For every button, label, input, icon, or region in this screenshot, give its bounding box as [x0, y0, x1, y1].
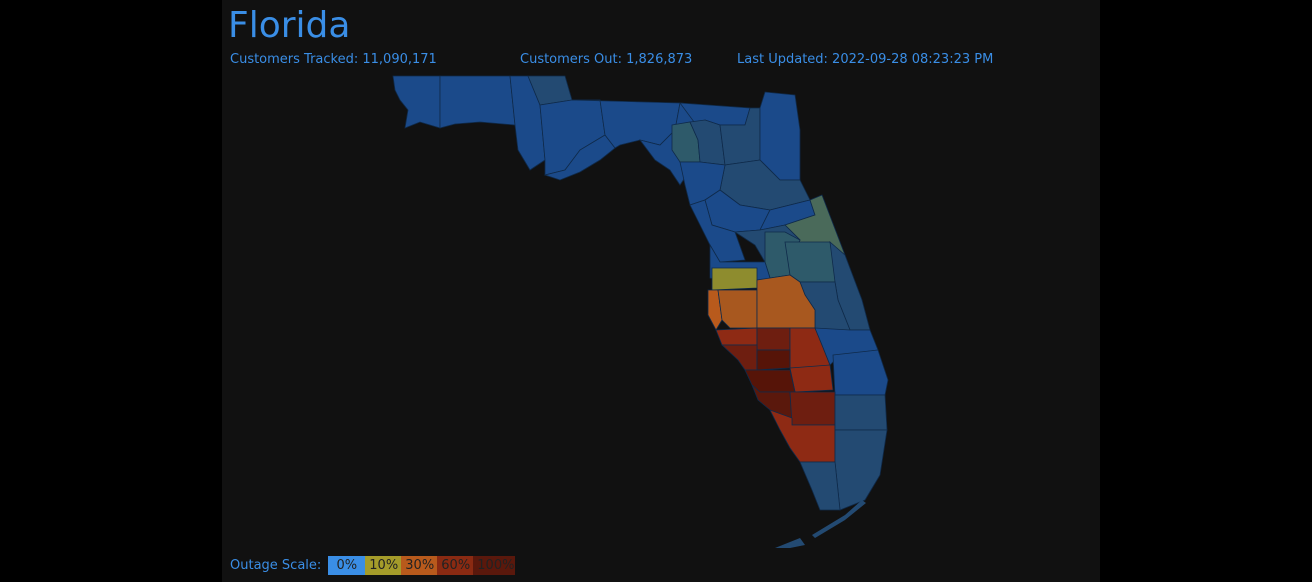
- county-region-pinellas[interactable]: [707, 289, 723, 331]
- legend-swatch-60: 60%: [437, 555, 474, 575]
- legend-swatch-100: 100%: [473, 555, 516, 575]
- county-region-seminole-orange[interactable]: [784, 241, 836, 283]
- county-region-martin-palm[interactable]: [832, 349, 889, 396]
- florida-keys: [775, 500, 866, 548]
- last-updated: Last Updated: 2022-09-28 08:23:23 PM: [737, 52, 994, 67]
- county-region-panhandle-w2[interactable]: [439, 75, 516, 129]
- county-region-broward[interactable]: [834, 394, 888, 431]
- county-region-miami-dade[interactable]: [834, 429, 888, 511]
- county-region-hardee[interactable]: [756, 327, 791, 351]
- county-region-panhandle-west[interactable]: [392, 75, 441, 129]
- county-region-desoto[interactable]: [756, 349, 791, 371]
- county-region-sarasota[interactable]: [720, 344, 758, 371]
- county-region-levy-citrus[interactable]: [689, 199, 746, 263]
- county-region-monroe-mainland[interactable]: [799, 461, 841, 511]
- legend-swatch-30: 30%: [401, 555, 438, 575]
- county-region-hillsborough[interactable]: [717, 289, 758, 329]
- county-region-manatee[interactable]: [715, 327, 758, 346]
- customers-tracked: Customers Tracked: 11,090,171: [230, 52, 437, 67]
- outage-panel: Florida Customers Tracked: 11,090,171 Cu…: [222, 0, 1100, 582]
- customers-out: Customers Out: 1,826,873: [520, 52, 693, 67]
- county-region-charlotte[interactable]: [744, 369, 796, 393]
- legend-swatch-0: 0%: [328, 555, 366, 575]
- legend-swatch-10: 10%: [365, 555, 402, 575]
- county-region-pasco[interactable]: [711, 267, 758, 291]
- outage-scale-legend: Outage Scale: 0% 10% 30% 60% 100%: [230, 555, 516, 575]
- county-region-glades[interactable]: [789, 364, 834, 393]
- county-region-hendry[interactable]: [789, 391, 836, 426]
- florida-map[interactable]: [222, 0, 1100, 582]
- legend-label: Outage Scale:: [230, 557, 322, 573]
- page-title: Florida: [228, 5, 351, 46]
